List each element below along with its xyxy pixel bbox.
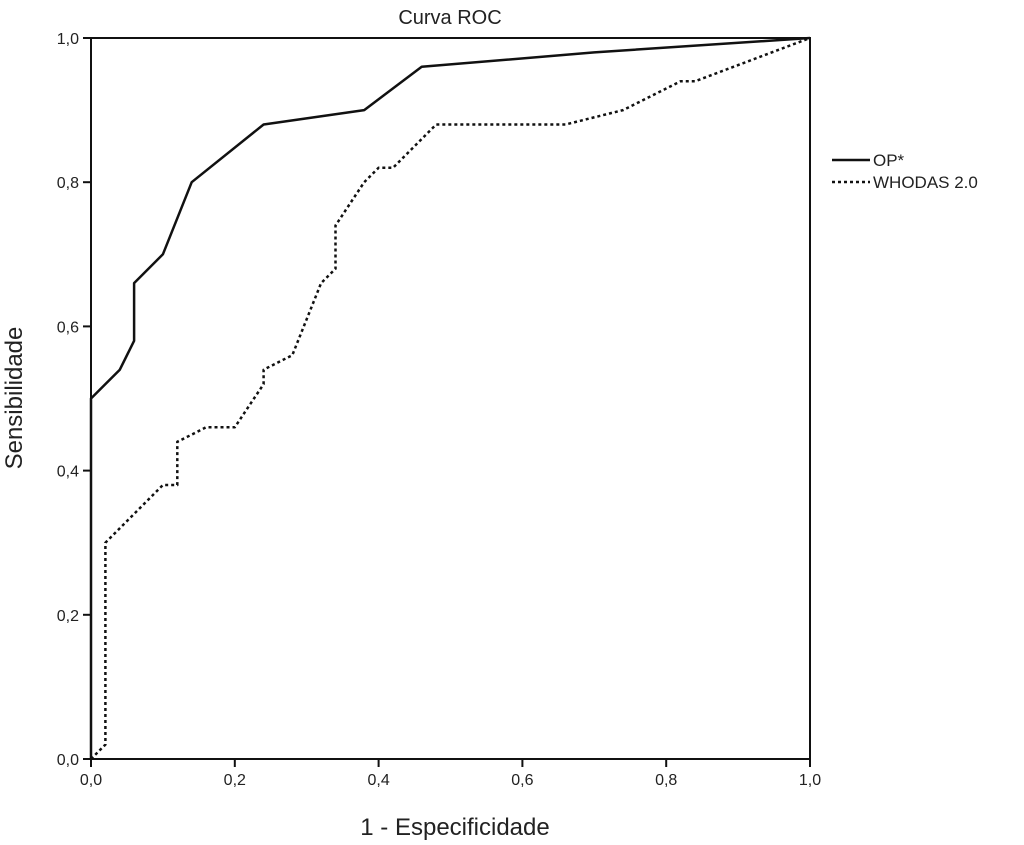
x-tick-label: 1,0 [799,772,821,789]
legend-label: WHODAS 2.0 [873,173,978,192]
x-tick-label: 0,4 [367,772,389,789]
x-tick-label: 0,0 [80,772,102,789]
plot-frame [90,37,811,760]
x-tick-label: 0,8 [655,772,677,789]
y-tick-label: 0,0 [57,752,79,769]
legend: OP* WHODAS 2.0 [832,151,978,192]
y-tick-label: 0,2 [57,608,79,625]
series-line-1 [90,36,811,760]
y-tick-label: 0,4 [57,464,79,481]
y-tick-label: 1,0 [57,31,79,48]
x-tick-label: 0,2 [224,772,246,789]
y-tick-label: 0,6 [57,319,79,336]
x-axis-label: 1 - Especificidade [360,814,549,841]
x-tick-label: 0,6 [511,772,533,789]
chart-title: Curva ROC [398,7,501,29]
y-tick-label: 0,8 [57,175,79,192]
series-line-0 [89,36,811,759]
y-axis-label: Sensibilidade [1,327,28,470]
legend-label: OP* [873,151,905,170]
